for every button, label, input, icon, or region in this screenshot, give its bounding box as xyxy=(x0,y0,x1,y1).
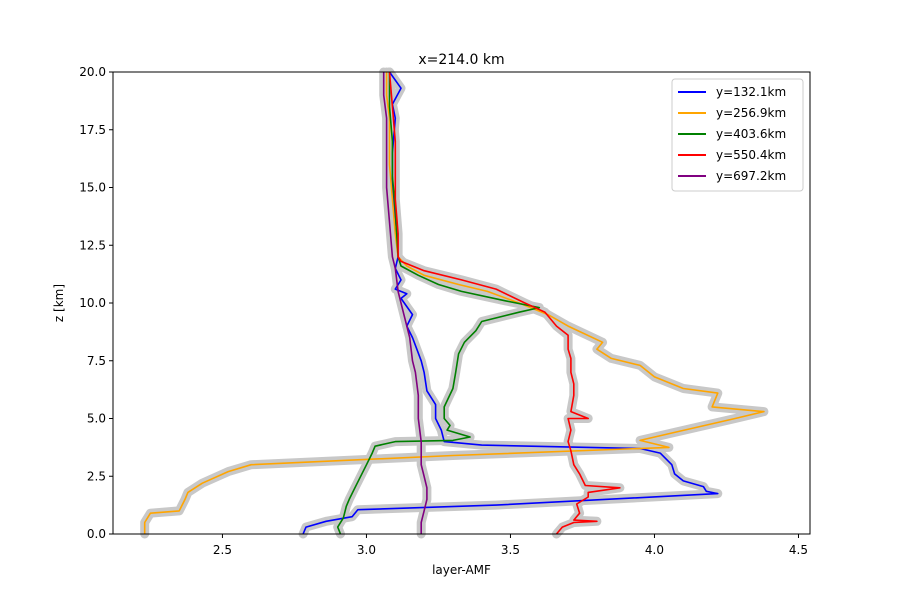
uncertainty-band-3 xyxy=(333,67,544,539)
y-tick-label: 5.0 xyxy=(87,412,106,426)
x-tick-label: 4.0 xyxy=(645,543,664,557)
series-line-5 xyxy=(382,72,428,534)
legend-label-3: y=403.6km xyxy=(716,127,786,141)
series-lines xyxy=(143,71,765,535)
y-axis-label: z [km] xyxy=(52,284,66,322)
series-line-4 xyxy=(388,71,621,535)
x-tick-label: 2.5 xyxy=(213,543,232,557)
x-axis-label: layer-AMF xyxy=(432,563,491,577)
x-tick-label: 3.5 xyxy=(501,543,520,557)
y-tick-label: 20.0 xyxy=(79,65,106,79)
chart-title: x=214.0 km xyxy=(418,52,504,68)
x-tick-label: 4.5 xyxy=(789,543,808,557)
y-tick-label: 12.5 xyxy=(79,238,106,252)
legend: y=132.1km y=256.9km y=403.6km y=550.4km y=69… xyxy=(671,78,804,192)
y-tick-label: 7.5 xyxy=(87,354,106,368)
x-tick-label: 3.0 xyxy=(357,543,376,557)
y-axis-ticks: 0.0 2.5 5.0 7.5 10.0 12.5 15.0 17.5 20.0 xyxy=(79,65,113,541)
y-tick-label: 2.5 xyxy=(87,469,106,483)
legend-label-4: y=550.4km xyxy=(716,148,786,162)
y-tick-label: 0.0 xyxy=(87,527,106,541)
x-axis-ticks: 2.5 3.0 3.5 4.0 4.5 xyxy=(213,534,808,557)
legend-label-1: y=132.1km xyxy=(716,85,786,99)
series-line-3 xyxy=(336,72,541,535)
legend-label-5: y=697.2km xyxy=(716,169,786,183)
y-tick-label: 15.0 xyxy=(79,181,106,195)
legend-label-2: y=256.9km xyxy=(716,106,786,120)
legend-box xyxy=(671,78,804,192)
y-tick-label: 17.5 xyxy=(79,123,106,137)
y-tick-label: 10.0 xyxy=(79,296,106,310)
